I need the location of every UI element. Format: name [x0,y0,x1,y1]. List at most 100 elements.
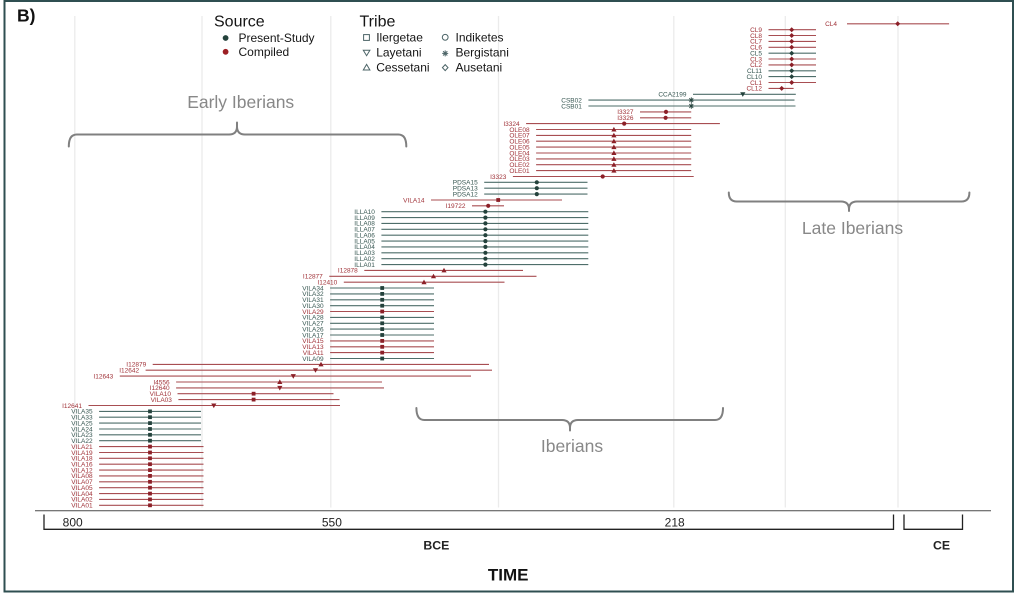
svg-text:VILA10: VILA10 [150,391,172,398]
svg-text:ILLA09: ILLA09 [354,215,375,222]
svg-text:I3324: I3324 [503,121,520,128]
svg-text:800: 800 [63,516,83,530]
svg-text:VILA30: VILA30 [302,303,324,310]
svg-text:VILA24: VILA24 [71,426,93,433]
svg-text:CL8: CL8 [750,33,762,40]
svg-text:ILLA03: ILLA03 [354,250,375,257]
svg-text:I4556: I4556 [153,379,170,386]
svg-text:OLE08: OLE08 [509,127,530,134]
svg-text:ILLA08: ILLA08 [354,221,375,228]
svg-text:OLE01: OLE01 [509,168,530,175]
svg-text:ILLA07: ILLA07 [354,227,375,234]
svg-text:OLE07: OLE07 [509,133,530,140]
svg-text:VILA11: VILA11 [303,350,324,357]
svg-text:Tribe: Tribe [360,14,396,31]
svg-text:CL4: CL4 [825,21,837,28]
svg-text:CL3: CL3 [750,56,762,63]
svg-text:OLE05: OLE05 [509,144,530,151]
svg-text:Cessetani: Cessetani [376,61,429,75]
svg-text:PDSA12: PDSA12 [453,191,478,198]
svg-text:BCE: BCE [423,539,449,553]
svg-text:CL6: CL6 [750,45,762,52]
svg-text:CE: CE [933,539,950,553]
svg-text:Bergistani: Bergistani [456,45,509,59]
svg-text:CL11: CL11 [747,68,762,75]
svg-text:VILA08: VILA08 [71,473,93,480]
svg-text:VILA04: VILA04 [71,491,93,498]
svg-text:VILA13: VILA13 [302,344,324,351]
svg-text:Late Iberians: Late Iberians [802,218,903,238]
svg-text:OLE04: OLE04 [509,150,530,157]
svg-text:VILA01: VILA01 [71,503,93,510]
svg-text:Layetani: Layetani [376,45,421,59]
svg-text:OLE02: OLE02 [509,162,530,169]
svg-text:Ilergetae: Ilergetae [376,30,423,44]
svg-text:VILA15: VILA15 [302,338,324,345]
svg-text:ILLA01: ILLA01 [354,262,375,269]
svg-text:I3327: I3327 [617,109,634,116]
svg-text:VILA33: VILA33 [71,415,93,422]
svg-text:VILA31: VILA31 [302,297,324,304]
svg-text:CL1: CL1 [750,80,762,87]
svg-text:CSB01: CSB01 [561,103,582,110]
svg-text:VILA05: VILA05 [71,485,93,492]
svg-text:ILLA04: ILLA04 [354,244,375,251]
svg-text:CL12: CL12 [746,86,762,93]
svg-text:I12410: I12410 [317,280,337,287]
svg-text:I12879: I12879 [126,362,146,369]
svg-text:I12640: I12640 [150,385,170,392]
svg-text:VILA09: VILA09 [302,356,324,363]
svg-text:VILA12: VILA12 [71,467,93,474]
svg-text:I12641: I12641 [62,403,82,410]
svg-text:VILA26: VILA26 [302,326,324,333]
svg-text:Iberians: Iberians [541,436,604,456]
svg-text:Early Iberians: Early Iberians [187,92,294,112]
svg-text:PDSA13: PDSA13 [453,186,478,193]
svg-text:VILA07: VILA07 [71,479,93,486]
svg-text:CSB02: CSB02 [561,97,582,104]
svg-text:CCA2199: CCA2199 [658,92,687,99]
svg-text:ILLA05: ILLA05 [354,238,375,245]
svg-text:VILA19: VILA19 [71,450,93,457]
svg-text:I12877: I12877 [303,274,323,281]
svg-text:I3326: I3326 [617,115,634,122]
svg-text:I12643: I12643 [93,373,113,380]
svg-text:CL2: CL2 [750,62,762,69]
svg-text:Present-Study: Present-Study [239,31,315,45]
svg-text:Compiled: Compiled [239,45,290,59]
svg-text:Indiketes: Indiketes [456,30,504,44]
svg-text:VILA29: VILA29 [302,309,324,316]
svg-text:Source: Source [214,14,265,31]
svg-text:VILA14: VILA14 [403,197,425,204]
svg-text:VILA35: VILA35 [71,409,93,416]
svg-text:CL5: CL5 [750,51,762,58]
svg-text:VILA02: VILA02 [71,497,93,504]
svg-text:ILLA10: ILLA10 [354,209,375,216]
svg-text:VILA17: VILA17 [302,332,324,339]
svg-text:VILA32: VILA32 [302,291,324,298]
svg-text:I3323: I3323 [490,174,507,181]
svg-text:VILA21: VILA21 [71,444,93,451]
svg-text:ILLA06: ILLA06 [354,233,375,240]
svg-text:VILA23: VILA23 [71,432,93,439]
svg-text:218: 218 [665,516,685,530]
svg-text:Ausetani: Ausetani [456,61,503,75]
svg-text:I19722: I19722 [446,203,466,210]
svg-text:VILA22: VILA22 [71,438,93,445]
svg-text:VILA27: VILA27 [302,321,324,328]
svg-text:CL9: CL9 [750,27,762,34]
svg-text:550: 550 [322,516,342,530]
svg-text:VILA28: VILA28 [302,315,324,322]
svg-text:CL7: CL7 [750,39,762,46]
svg-text:B): B) [17,6,35,26]
svg-text:VILA34: VILA34 [302,285,324,292]
svg-text:OLE03: OLE03 [509,156,530,163]
svg-text:VILA25: VILA25 [71,420,93,427]
svg-text:I12878: I12878 [338,268,358,275]
svg-text:I12642: I12642 [119,368,139,375]
svg-text:TIME: TIME [488,566,529,585]
svg-text:CL10: CL10 [746,74,762,81]
svg-text:ILLA02: ILLA02 [354,256,375,263]
svg-text:VILA03: VILA03 [151,397,173,404]
svg-text:VILA16: VILA16 [71,462,93,469]
